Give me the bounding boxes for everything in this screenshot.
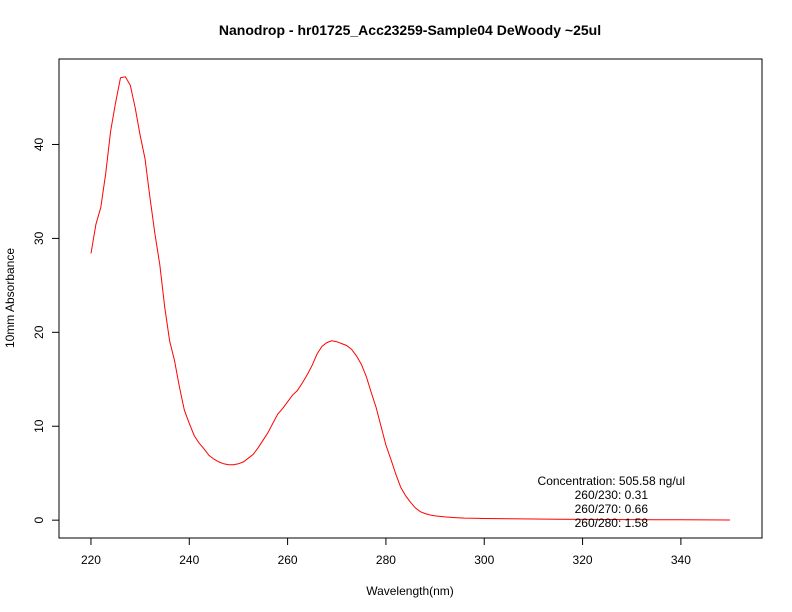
x-axis: 220 240 260 280 300 320 340	[81, 538, 691, 567]
absorbance-line	[90, 76, 731, 521]
x-tick-label: 260	[278, 553, 298, 567]
x-axis-label: Wavelength(nm)	[366, 584, 454, 598]
y-tick-label: 30	[32, 231, 46, 245]
plot-frame	[58, 58, 763, 539]
x-tick-label: 340	[671, 553, 691, 567]
ratio-260-230-annotation: 260/230: 0.31	[575, 488, 649, 502]
x-tick-label: 240	[179, 553, 199, 567]
x-tick-label: 300	[474, 553, 494, 567]
concentration-annotation: Concentration: 505.58 ng/ul	[538, 474, 685, 488]
y-tick-label: 40	[32, 137, 46, 151]
y-axis-label: 10mm Absorbance	[3, 248, 17, 348]
chart-title: Nanodrop - hr01725_Acc23259-Sample04 DeW…	[219, 22, 601, 38]
y-tick-label: 10	[32, 419, 46, 433]
y-tick-label: 20	[32, 325, 46, 339]
x-tick-label: 320	[573, 553, 593, 567]
ratio-260-280-annotation: 260/280: 1.58	[575, 516, 649, 530]
x-tick-label: 220	[81, 553, 101, 567]
ratio-260-270-annotation: 260/270: 0.66	[575, 502, 649, 516]
y-tick-label: 0	[32, 516, 46, 523]
y-axis: 0 10 20 30 40	[32, 137, 59, 523]
x-tick-label: 280	[376, 553, 396, 567]
